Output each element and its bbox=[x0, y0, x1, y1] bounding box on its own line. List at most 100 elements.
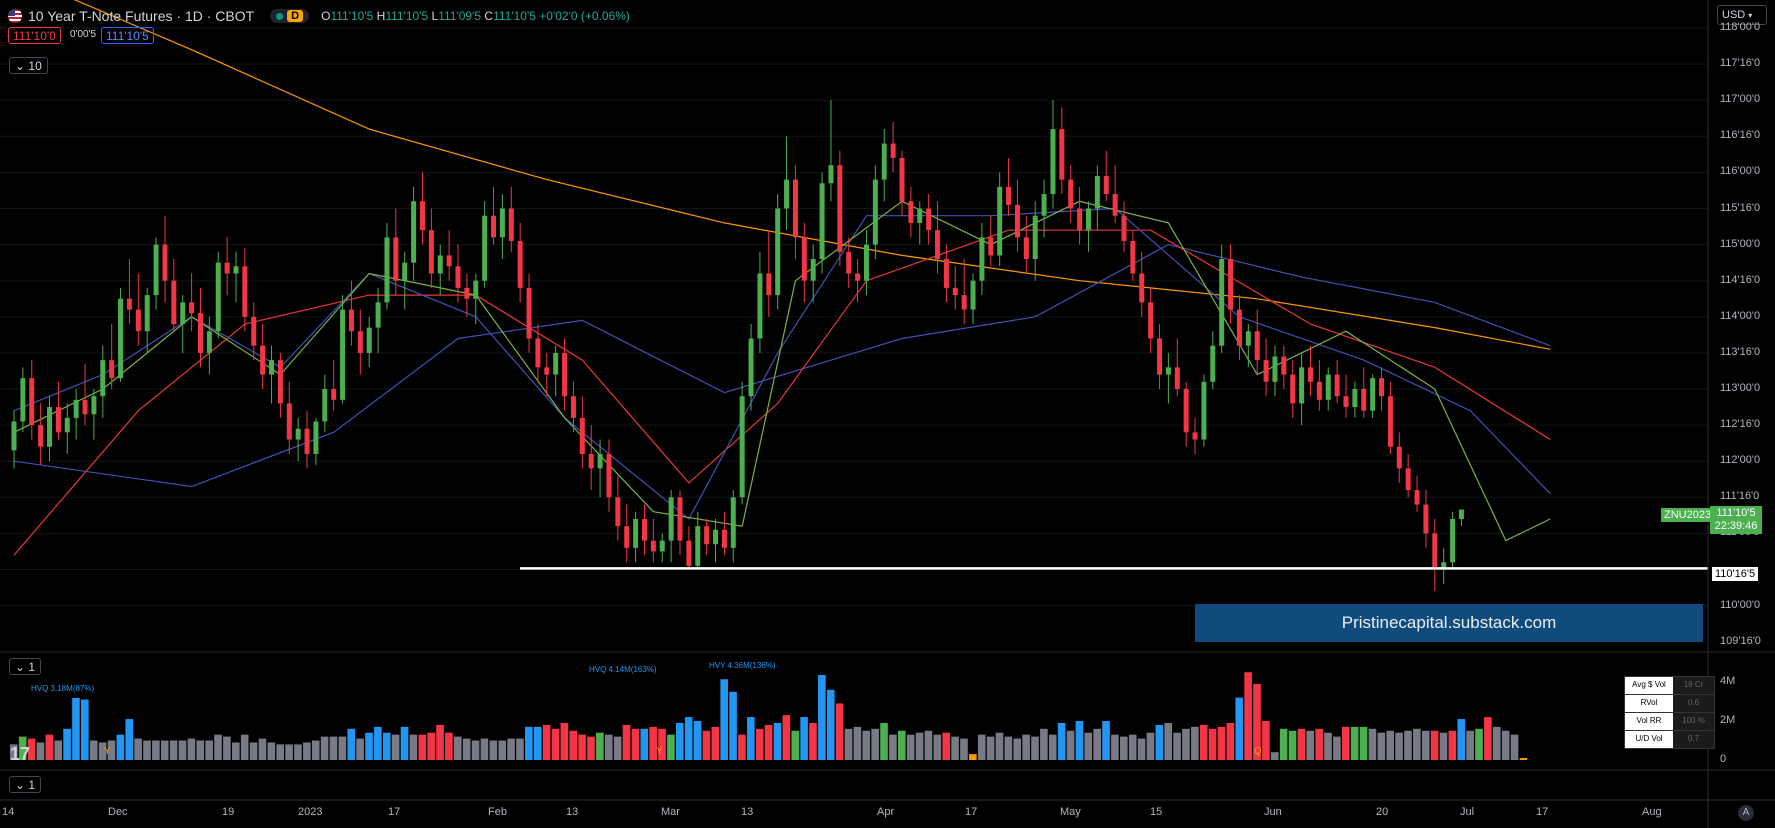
volume-bar bbox=[711, 726, 720, 760]
sell-price-button[interactable]: 111'10'0 bbox=[8, 27, 61, 44]
volume-bar bbox=[578, 734, 586, 760]
candle-body bbox=[1441, 562, 1447, 570]
volume-bar bbox=[818, 674, 826, 760]
candle-body bbox=[482, 215, 488, 281]
volume-marker: Y bbox=[656, 746, 663, 757]
candle-body bbox=[810, 259, 816, 281]
volume-bar bbox=[445, 732, 453, 760]
candle-body bbox=[473, 280, 479, 299]
candle-body bbox=[64, 417, 70, 433]
volume-bar bbox=[613, 736, 622, 760]
candle-body bbox=[579, 417, 585, 454]
time-axis-label: Jun bbox=[1264, 806, 1282, 818]
support-level-label: 110'16'5 bbox=[1711, 566, 1760, 582]
volume-bar bbox=[800, 717, 808, 760]
buy-price-button[interactable]: 111'10'5 bbox=[101, 27, 154, 44]
volume-bar bbox=[667, 734, 675, 760]
time-axis-label: 20 bbox=[1376, 806, 1389, 818]
price-axis-label: 115'16'0 bbox=[1720, 201, 1761, 214]
volume-bar bbox=[427, 732, 435, 760]
candle-body bbox=[1343, 396, 1349, 408]
candle-body bbox=[206, 331, 212, 353]
volume-pane-toggle[interactable]: ⌄ 1 bbox=[9, 658, 42, 675]
volume-bar bbox=[640, 728, 649, 760]
volume-bar bbox=[1040, 728, 1048, 760]
time-axis-label: 17 bbox=[388, 806, 401, 818]
candle-body bbox=[757, 273, 763, 339]
sma-200-line bbox=[73, 0, 1551, 350]
volume-bar bbox=[1182, 728, 1190, 760]
volume-bar bbox=[542, 724, 551, 760]
time-axis-label: 17 bbox=[965, 806, 978, 818]
volume-bar bbox=[1075, 721, 1084, 760]
candle-body bbox=[784, 179, 790, 209]
candle-body bbox=[1458, 509, 1464, 519]
volume-bar bbox=[1253, 683, 1261, 760]
candle-body bbox=[464, 287, 470, 299]
price-axis-label: 111'16'0 bbox=[1720, 490, 1760, 503]
candle-body bbox=[224, 262, 230, 274]
volume-bar bbox=[134, 738, 142, 760]
volume-bar bbox=[1057, 722, 1066, 760]
volume-axis-label: 4M bbox=[1720, 675, 1736, 687]
chevron-down-icon: ⌄ bbox=[15, 59, 26, 73]
candle-body bbox=[357, 331, 363, 353]
volume-bar bbox=[986, 736, 995, 760]
candle-body bbox=[819, 183, 825, 260]
candle-body bbox=[1112, 194, 1118, 216]
volume-bar bbox=[1350, 726, 1359, 760]
candle-body bbox=[375, 302, 381, 328]
auto-scale-icon[interactable]: A bbox=[1738, 805, 1754, 821]
price-axis-label: 115'00'0 bbox=[1720, 237, 1761, 250]
volume-bar bbox=[773, 722, 782, 760]
price-axis-label: 109'16'0 bbox=[1720, 634, 1761, 647]
volume-bar bbox=[374, 726, 382, 760]
volume-bar bbox=[480, 738, 489, 760]
volume-bar bbox=[72, 697, 80, 760]
symbol-title[interactable]: 10 Year T-Note Futures · 1D · CBOT bbox=[28, 8, 255, 24]
ema-50-line bbox=[13, 243, 1551, 488]
candle-body bbox=[926, 208, 932, 231]
candle-body bbox=[126, 298, 132, 310]
volume-bar bbox=[303, 742, 311, 760]
volume-bar bbox=[1342, 726, 1350, 760]
volume-bar bbox=[311, 740, 320, 760]
volume-bar bbox=[889, 734, 897, 760]
candle-body bbox=[162, 244, 168, 281]
volume-bar bbox=[1004, 736, 1013, 760]
candle-body bbox=[277, 360, 283, 404]
volume-bar bbox=[1288, 730, 1297, 760]
volume-bar bbox=[738, 734, 746, 760]
indicators-toggle[interactable]: ⌄ 10 bbox=[9, 57, 48, 74]
volume-bar bbox=[1386, 730, 1394, 760]
volume-bar bbox=[1448, 730, 1457, 760]
candle-body bbox=[1325, 374, 1331, 400]
volume-bar bbox=[720, 679, 728, 760]
us-flag-icon bbox=[8, 9, 22, 23]
market-status[interactable]: D bbox=[270, 9, 310, 23]
volume-bar bbox=[409, 734, 418, 760]
volume-bar bbox=[1031, 736, 1039, 760]
volume-bar bbox=[604, 734, 613, 760]
time-axis-label: 19 bbox=[222, 806, 235, 818]
candle-body bbox=[491, 215, 497, 238]
candle-body bbox=[38, 425, 44, 447]
currency-select[interactable]: USD ▾ bbox=[1717, 5, 1767, 25]
volume-bar bbox=[1120, 736, 1128, 760]
volume-bar bbox=[1208, 728, 1217, 760]
chevron-down-icon: ⌄ bbox=[15, 660, 26, 674]
candle-body bbox=[1414, 490, 1420, 505]
volume-bar bbox=[844, 728, 853, 760]
candle-body bbox=[331, 389, 337, 400]
volume-bar bbox=[969, 754, 977, 760]
volume-bar bbox=[1333, 736, 1341, 760]
volume-bar bbox=[507, 738, 515, 760]
candle-body bbox=[269, 360, 275, 375]
candle-body bbox=[1148, 302, 1154, 339]
volume-bar bbox=[871, 728, 879, 760]
pane3-toggle[interactable]: ⌄ 1 bbox=[9, 776, 42, 793]
volume-bar bbox=[196, 740, 205, 760]
ohlc-values: O111'10'5 H111'10'5 L111'09'5 C111'10'5 … bbox=[321, 9, 630, 23]
volume-annotation: HVY 4.36M(136%) bbox=[709, 661, 776, 670]
